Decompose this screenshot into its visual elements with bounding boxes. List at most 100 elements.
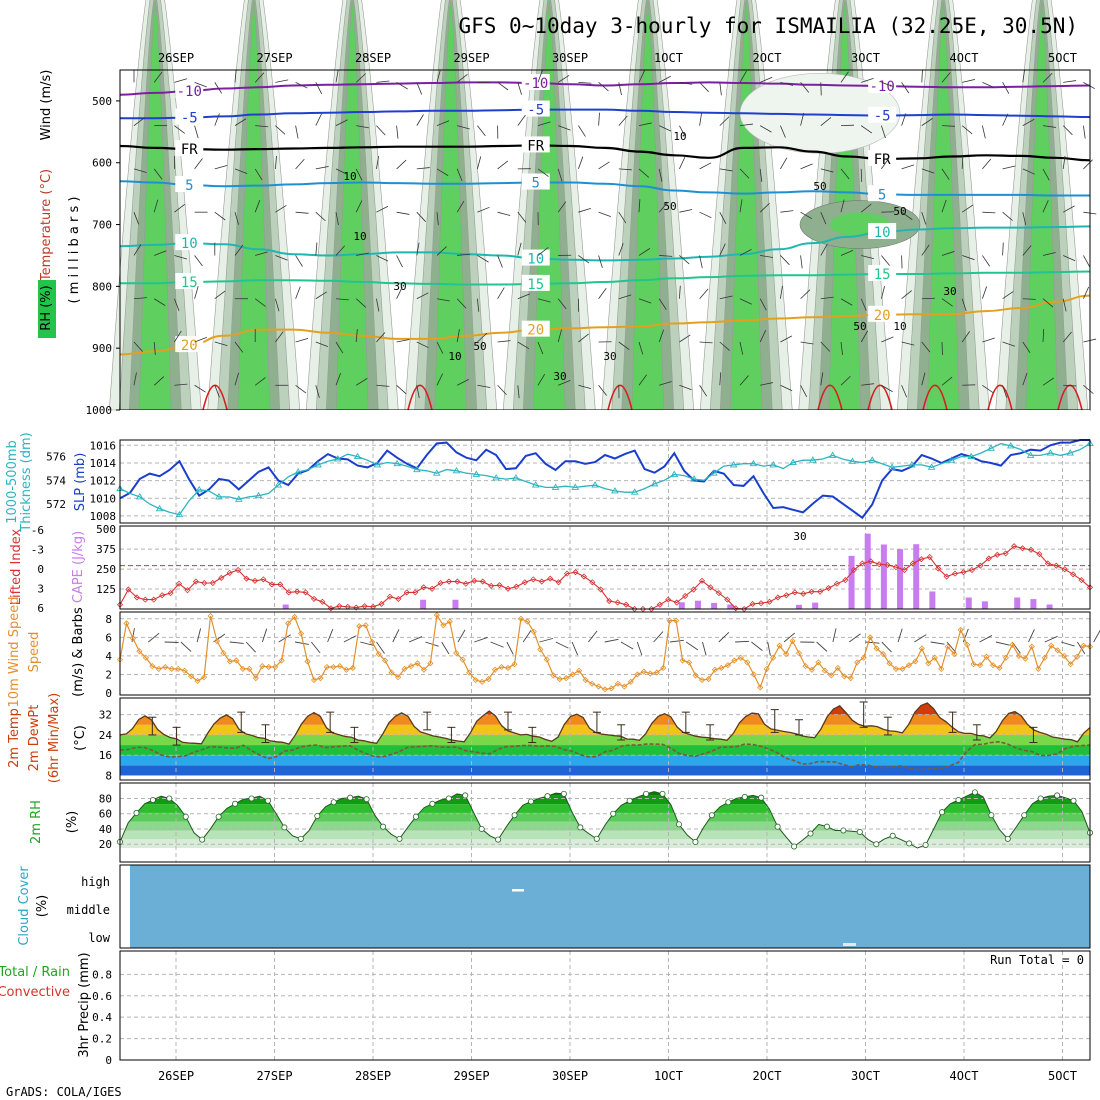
rh-marker — [1021, 812, 1028, 819]
rh-2m-panel: 20 40 60 80 2m RH (%) — [29, 782, 1094, 863]
wind-barb — [860, 298, 867, 311]
lifted-index-marker — [429, 585, 436, 592]
wind-barb — [457, 379, 469, 386]
lifted-index-marker — [462, 580, 469, 587]
wind-barb — [234, 168, 248, 174]
bottom-date-label: 2OCT — [753, 1069, 782, 1083]
wind-barb-10m — [425, 641, 439, 647]
wind-speed-marker — [724, 662, 731, 669]
wind-speed-marker — [369, 638, 376, 646]
wind-speed-marker — [427, 660, 434, 667]
lifted-index-marker — [471, 577, 478, 584]
thickness-marker — [769, 461, 778, 468]
temperature-line — [119, 702, 1091, 745]
wind-barb — [456, 298, 467, 309]
cape-bar — [1014, 597, 1021, 609]
wind-barb — [800, 163, 813, 170]
wind-barb — [537, 341, 544, 355]
cloud-cover-fill — [130, 865, 1090, 948]
wind-barb-10m — [848, 633, 861, 643]
wind-tick-label: 2 — [105, 668, 112, 681]
wind-barb — [376, 156, 380, 169]
wind-barb — [739, 248, 752, 256]
wind-speed-marker — [731, 657, 738, 664]
wind-barb — [719, 341, 730, 351]
wind-barb-10m — [588, 630, 598, 643]
thickness-marker — [888, 463, 896, 470]
wind-barb — [355, 378, 368, 386]
lifted-index-marker — [403, 589, 410, 596]
thickness-marker — [155, 504, 164, 512]
wind-barb — [759, 168, 763, 182]
li-tick-label: 0 — [37, 563, 44, 576]
wind-speed-marker — [595, 683, 602, 690]
lifted-index-marker — [530, 576, 537, 583]
wind-speed-marker — [440, 622, 447, 629]
wind-barb — [234, 212, 239, 225]
lifted-index-marker — [994, 551, 1001, 558]
wind-barb — [659, 125, 672, 132]
rh-marker — [659, 790, 666, 797]
wind-speed-marker — [996, 664, 1003, 672]
wind-barb — [1022, 212, 1027, 225]
wind-barb — [254, 72, 265, 83]
wind-barb — [557, 329, 562, 343]
wind-barb — [860, 203, 872, 213]
lifted-index-marker — [1061, 566, 1068, 573]
wind-speed-marker — [168, 665, 175, 672]
wind-barb — [760, 125, 772, 133]
wind-barb — [174, 78, 188, 83]
wind-speed-marker — [1009, 641, 1016, 648]
thickness-marker — [848, 457, 857, 464]
contour-label-bg — [868, 305, 897, 322]
lifted-index-marker — [918, 556, 925, 563]
rh2m-axis-label: 2m RH — [29, 800, 44, 844]
wind-barb — [820, 243, 828, 256]
wind-barb — [578, 384, 592, 390]
slp-tick-label: 1008 — [90, 510, 117, 523]
wind-barb — [618, 168, 632, 171]
wind-barb — [1083, 384, 1094, 394]
wind-speed-marker — [556, 676, 563, 683]
wind-barb — [800, 82, 810, 93]
wind-barb-10m — [1028, 629, 1035, 643]
rh-marker — [281, 824, 288, 831]
thickness-marker — [333, 455, 342, 462]
li-tick-label: -3 — [31, 544, 44, 557]
thickness-line — [119, 442, 1091, 516]
slp-axis-label: SLP (mb) — [73, 453, 88, 512]
thickness-marker — [512, 474, 520, 481]
rh-marker — [560, 790, 567, 797]
lifted-index-marker — [1027, 546, 1035, 553]
lifted-index-marker — [800, 590, 807, 597]
wind-speed-marker — [563, 675, 570, 682]
wind-speed-marker — [1080, 642, 1087, 649]
wind-speed-marker — [789, 637, 796, 645]
wind-barb — [497, 340, 511, 343]
wind-tick-label: 0 — [105, 687, 112, 700]
wind-barb — [961, 331, 970, 343]
wind-barb — [133, 168, 147, 173]
contour-label-bg — [175, 234, 204, 251]
wind-barb — [1022, 118, 1035, 126]
wind-barb — [820, 212, 827, 225]
rh-marker — [462, 792, 469, 799]
thickness-marker — [175, 510, 184, 518]
wind-speed-marker — [207, 612, 214, 620]
wind-barb — [174, 298, 180, 312]
cape-tick-label: 125 — [96, 583, 116, 596]
wind-barb — [800, 385, 808, 397]
wind-speed-marker — [446, 618, 453, 625]
cape-bar — [864, 533, 871, 609]
wind-barb — [719, 168, 733, 172]
thickness-marker — [670, 470, 679, 477]
rh-marker — [725, 799, 732, 806]
top-date-label: 26SEP — [158, 51, 194, 65]
cape-bar — [282, 604, 289, 609]
wind-speed-marker — [795, 650, 803, 657]
lifted-index-marker — [378, 600, 385, 608]
wind-barb — [699, 288, 709, 299]
wind-speed-marker — [757, 684, 764, 691]
wind-barb — [578, 333, 589, 343]
wind-barb — [396, 125, 399, 139]
